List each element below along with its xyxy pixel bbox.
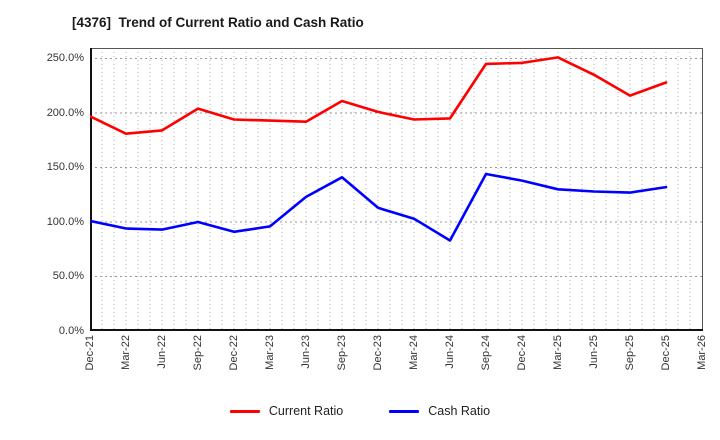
legend: Current Ratio Cash Ratio — [0, 404, 720, 418]
cash-ratio-line — [90, 172, 668, 242]
plot-svg — [90, 48, 703, 331]
plot-area — [90, 48, 703, 331]
y-tick-label: 250.0% — [46, 52, 84, 64]
legend-item-cash-ratio: Cash Ratio — [389, 404, 490, 418]
current-ratio-line-swatch — [229, 409, 260, 413]
legend-label-current-ratio: Current Ratio — [268, 404, 344, 418]
cash-ratio-line-swatch — [389, 409, 420, 413]
y-tick-label: 50.0% — [52, 270, 84, 282]
legend-label-cash-ratio: Cash Ratio — [428, 404, 491, 418]
x-tick-label: Mar-26 — [696, 335, 708, 370]
y-tick-label: 200.0% — [46, 106, 84, 119]
y-tick-label: 0.0% — [58, 324, 84, 337]
y-tick-label: 150.0% — [46, 161, 84, 173]
y-tick-label: 100.0% — [46, 215, 84, 228]
current-ratio-line — [90, 56, 668, 135]
chart-title: [4376] Trend of Current Ratio and Cash R… — [72, 15, 364, 30]
legend-item-current-ratio: Current Ratio — [229, 404, 344, 418]
